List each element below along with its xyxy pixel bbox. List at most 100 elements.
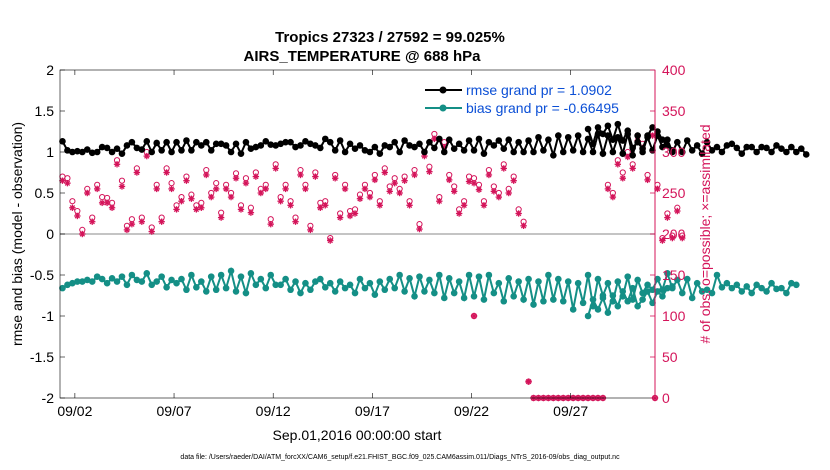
bias-series-point xyxy=(609,292,617,299)
bias-series-point xyxy=(604,279,612,287)
rmse-series-point xyxy=(614,133,622,141)
obs-assimilated-marker xyxy=(644,176,651,184)
rmse-series-point xyxy=(331,147,339,154)
left-y-axis-label: rmse and bias (model - observation) xyxy=(9,122,25,346)
rmse-series-point xyxy=(683,137,691,144)
obs-assimilated-marker xyxy=(198,204,205,211)
obs-assimilated-marker xyxy=(297,171,304,179)
bias-series-point xyxy=(545,271,552,279)
obs-assimilated-marker xyxy=(128,220,136,228)
obs-assimilated-marker xyxy=(366,193,374,201)
bias-series-point xyxy=(738,288,746,295)
bias-series-point xyxy=(138,278,146,285)
obs-assimilated-marker xyxy=(148,228,155,235)
obs-assimilated-marker xyxy=(450,188,458,195)
obs-assimilated-marker xyxy=(520,222,527,229)
rmse-series-point xyxy=(723,142,731,149)
rmse-series-point xyxy=(198,142,205,149)
bias-series-point xyxy=(411,293,418,300)
bias-series-point xyxy=(599,294,607,302)
rmse-series-point xyxy=(222,142,230,149)
bias-series-point xyxy=(654,275,661,283)
rmse-series-point xyxy=(669,147,676,154)
bias-series-point xyxy=(366,279,374,287)
bias-series-point xyxy=(703,286,711,294)
bias-series-point xyxy=(445,274,453,282)
rmse-series-point xyxy=(153,139,160,147)
bias-series-point xyxy=(302,279,309,287)
obs-assimilated-marker xyxy=(386,188,393,195)
bias-series-point xyxy=(247,270,255,277)
bias-series-point xyxy=(728,284,736,292)
rmse-series-point xyxy=(788,143,795,151)
rmse-series-point xyxy=(584,125,592,133)
obs-assimilated-marker xyxy=(133,169,141,176)
bias-series-point xyxy=(356,275,364,283)
bias-series-point xyxy=(426,276,433,284)
bias-series-point xyxy=(619,288,627,295)
rmse-series-point xyxy=(336,137,344,144)
rmse-series-point xyxy=(282,138,289,146)
bias-series-point xyxy=(321,284,329,291)
obs-assimilated-marker xyxy=(84,189,91,197)
rmse-series-point xyxy=(426,138,433,146)
bias-series-point xyxy=(74,278,81,285)
rmse-series-point xyxy=(475,135,483,143)
bias-series-point xyxy=(79,278,86,285)
bias-series-point xyxy=(217,271,225,279)
obs-assimilated-marker xyxy=(495,193,503,201)
bias-series-point xyxy=(639,296,646,303)
rmse-series-point xyxy=(381,142,389,149)
obs-assimilated-marker xyxy=(331,175,339,182)
rmse-series-point xyxy=(629,151,636,159)
bias-series-point xyxy=(292,278,299,285)
rmse-series-point xyxy=(396,148,403,156)
obs-assimilated-marker xyxy=(674,207,681,215)
bias-series-point xyxy=(183,286,190,294)
bias-series-point xyxy=(520,296,527,303)
right-y-tick-label: 350 xyxy=(662,103,686,119)
obs-assimilated-marker xyxy=(500,165,507,172)
bias-series-point xyxy=(569,306,577,313)
x-axis: 09/02 09/07 09/12 09/17 09/22 09/27 xyxy=(57,70,588,419)
bias-series-point xyxy=(624,297,632,305)
rmse-series-point xyxy=(440,148,448,156)
bias-series-point xyxy=(237,273,245,280)
rmse-series-point xyxy=(83,146,91,153)
rmse-series-point xyxy=(108,148,116,156)
bias-series-point xyxy=(540,297,547,305)
obs-assimilated-marker xyxy=(98,199,106,207)
obs-assimilated-marker xyxy=(282,185,289,193)
bias-series-point xyxy=(232,288,240,295)
bias-series-point xyxy=(257,275,265,283)
rmse-series-point xyxy=(748,143,755,151)
bias-series-point xyxy=(634,276,641,284)
bias-series-point xyxy=(252,281,260,289)
left-y-axis: -2 -1.5 -1 -0.5 0 0.5 1 1.5 2 xyxy=(30,62,65,406)
rmse-series-point xyxy=(733,144,741,152)
obs-assimilated-marker xyxy=(460,202,468,209)
rmse-series-point xyxy=(574,132,582,139)
obs-assimilated-marker xyxy=(396,189,403,197)
rmse-series-point xyxy=(540,147,547,154)
rmse-series-point xyxy=(317,144,324,152)
bias-series-point xyxy=(614,302,622,310)
bias-series-point xyxy=(193,284,200,291)
obs-assimilated-marker xyxy=(322,202,329,209)
right-y-tick-label: 150 xyxy=(662,267,686,283)
rmse-series-point xyxy=(629,144,636,152)
bias-series-point xyxy=(495,279,503,287)
obs-assimilated-marker xyxy=(609,193,617,201)
obs-assimilated-marker xyxy=(465,178,473,185)
bias-series-point xyxy=(535,278,542,285)
rmse-series-point xyxy=(401,137,408,144)
bias-series-point xyxy=(510,293,517,300)
obs-assimilated-marker xyxy=(252,173,260,180)
rmse-series-point xyxy=(267,141,275,148)
rmse-series-point xyxy=(386,143,394,151)
obs-assimilated-marker xyxy=(664,214,671,221)
rmse-series-point xyxy=(356,142,364,149)
bias-series-point xyxy=(530,301,537,308)
rmse-series-point xyxy=(609,136,617,143)
